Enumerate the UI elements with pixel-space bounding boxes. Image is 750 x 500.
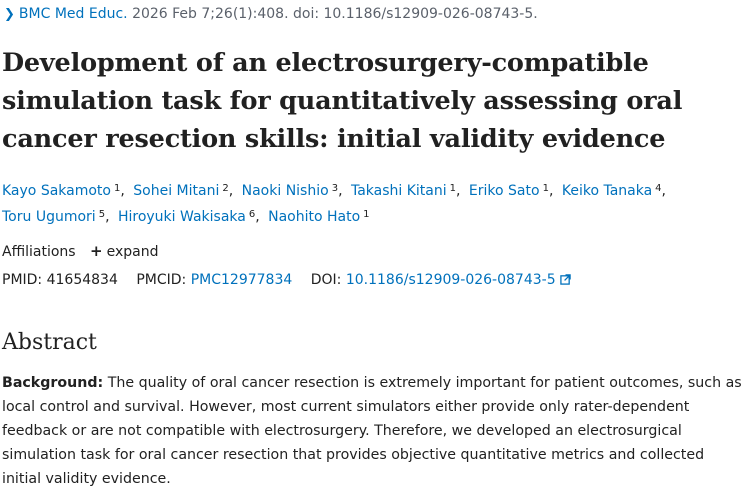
chevron-right-icon[interactable]: ❯ — [4, 7, 15, 22]
author-link[interactable]: Sohei Mitani — [133, 183, 220, 199]
abstract-heading: Abstract — [2, 330, 97, 355]
author-link[interactable]: Kayo Sakamoto — [2, 183, 111, 199]
pmid-group: PMID: 41654834 — [2, 272, 118, 288]
author-separator: , — [255, 209, 260, 225]
author-affiliation-number[interactable]: 1 — [449, 183, 457, 194]
article-title: Development of an electrosurgery-compati… — [2, 48, 683, 154]
author-affiliation-number[interactable]: 1 — [113, 183, 121, 194]
citation-details: 2026 Feb 7;26(1):408. doi: 10.1186/s1290… — [132, 6, 538, 22]
affiliations-toggle: Affiliations + expand — [2, 241, 159, 262]
author-affiliation-number[interactable]: 1 — [542, 183, 549, 194]
authors-list: Kayo Sakamoto 1, Sohei Mitani 2, Naoki Nis… — [2, 177, 742, 229]
author-separator: , — [456, 183, 461, 199]
author-affiliation-number[interactable]: 4 — [655, 183, 662, 194]
pmid-value: 41654834 — [46, 272, 118, 288]
journal-link[interactable]: BMC Med Educ. — [18, 6, 128, 22]
plus-icon: + — [90, 242, 103, 260]
author-affiliation-number[interactable]: 3 — [331, 183, 339, 194]
author-affiliation-number[interactable]: 6 — [248, 209, 256, 220]
author-separator: , — [228, 183, 234, 199]
author-separator: , — [120, 183, 125, 199]
doi-label: DOI: — [310, 272, 342, 288]
pmid-label: PMID: — [2, 272, 43, 288]
pmcid-link[interactable]: PMC12977834 — [190, 272, 293, 288]
author-separator: , — [661, 183, 666, 199]
author-separator: , — [338, 183, 343, 199]
author-affiliation-number[interactable]: 1 — [363, 209, 370, 220]
background-label: Background: — [2, 375, 104, 391]
author-link[interactable]: Naoki Nishio — [241, 183, 329, 199]
author-affiliation-number[interactable]: 2 — [222, 183, 229, 194]
doi-link[interactable]: 10.1186/s12909-026-08743-5 — [346, 272, 571, 288]
author-link[interactable]: Naohito Hato — [268, 209, 361, 225]
author-affiliation-number[interactable]: 5 — [98, 209, 106, 220]
author-link[interactable]: Toru Ugumori — [2, 209, 96, 225]
abstract-background-paragraph: Background: The quality of oral cancer r… — [2, 371, 747, 491]
background-text: The quality of oral cancer resection is … — [2, 375, 742, 487]
affiliations-label: Affiliations — [2, 244, 76, 260]
author-link[interactable]: Takashi Kitani — [350, 183, 447, 199]
expand-label: expand — [106, 244, 159, 260]
external-link-icon — [559, 274, 571, 285]
pmcid-group: PMCID: PMC12977834 — [136, 272, 292, 288]
affiliations-expand-button[interactable]: + expand — [90, 242, 159, 260]
author-separator: , — [105, 209, 110, 225]
author-link[interactable]: Hiroyuki Wakisaka — [117, 209, 246, 225]
journal-citation: ❯ BMC Med Educ. 2026 Feb 7;26(1):408. doi… — [4, 4, 538, 25]
article-identifiers: PMID: 41654834 PMCID: PMC12977834 DOI: 1… — [2, 270, 585, 290]
pmcid-label: PMCID: — [136, 272, 187, 288]
author-separator: , — [548, 183, 554, 199]
author-link[interactable]: Eriko Sato — [468, 183, 540, 199]
doi-value: 10.1186/s12909-026-08743-5 — [345, 272, 556, 288]
author-link[interactable]: Keiko Tanaka — [561, 183, 653, 199]
doi-group: DOI: 10.1186/s12909-026-08743-5 — [311, 272, 571, 288]
